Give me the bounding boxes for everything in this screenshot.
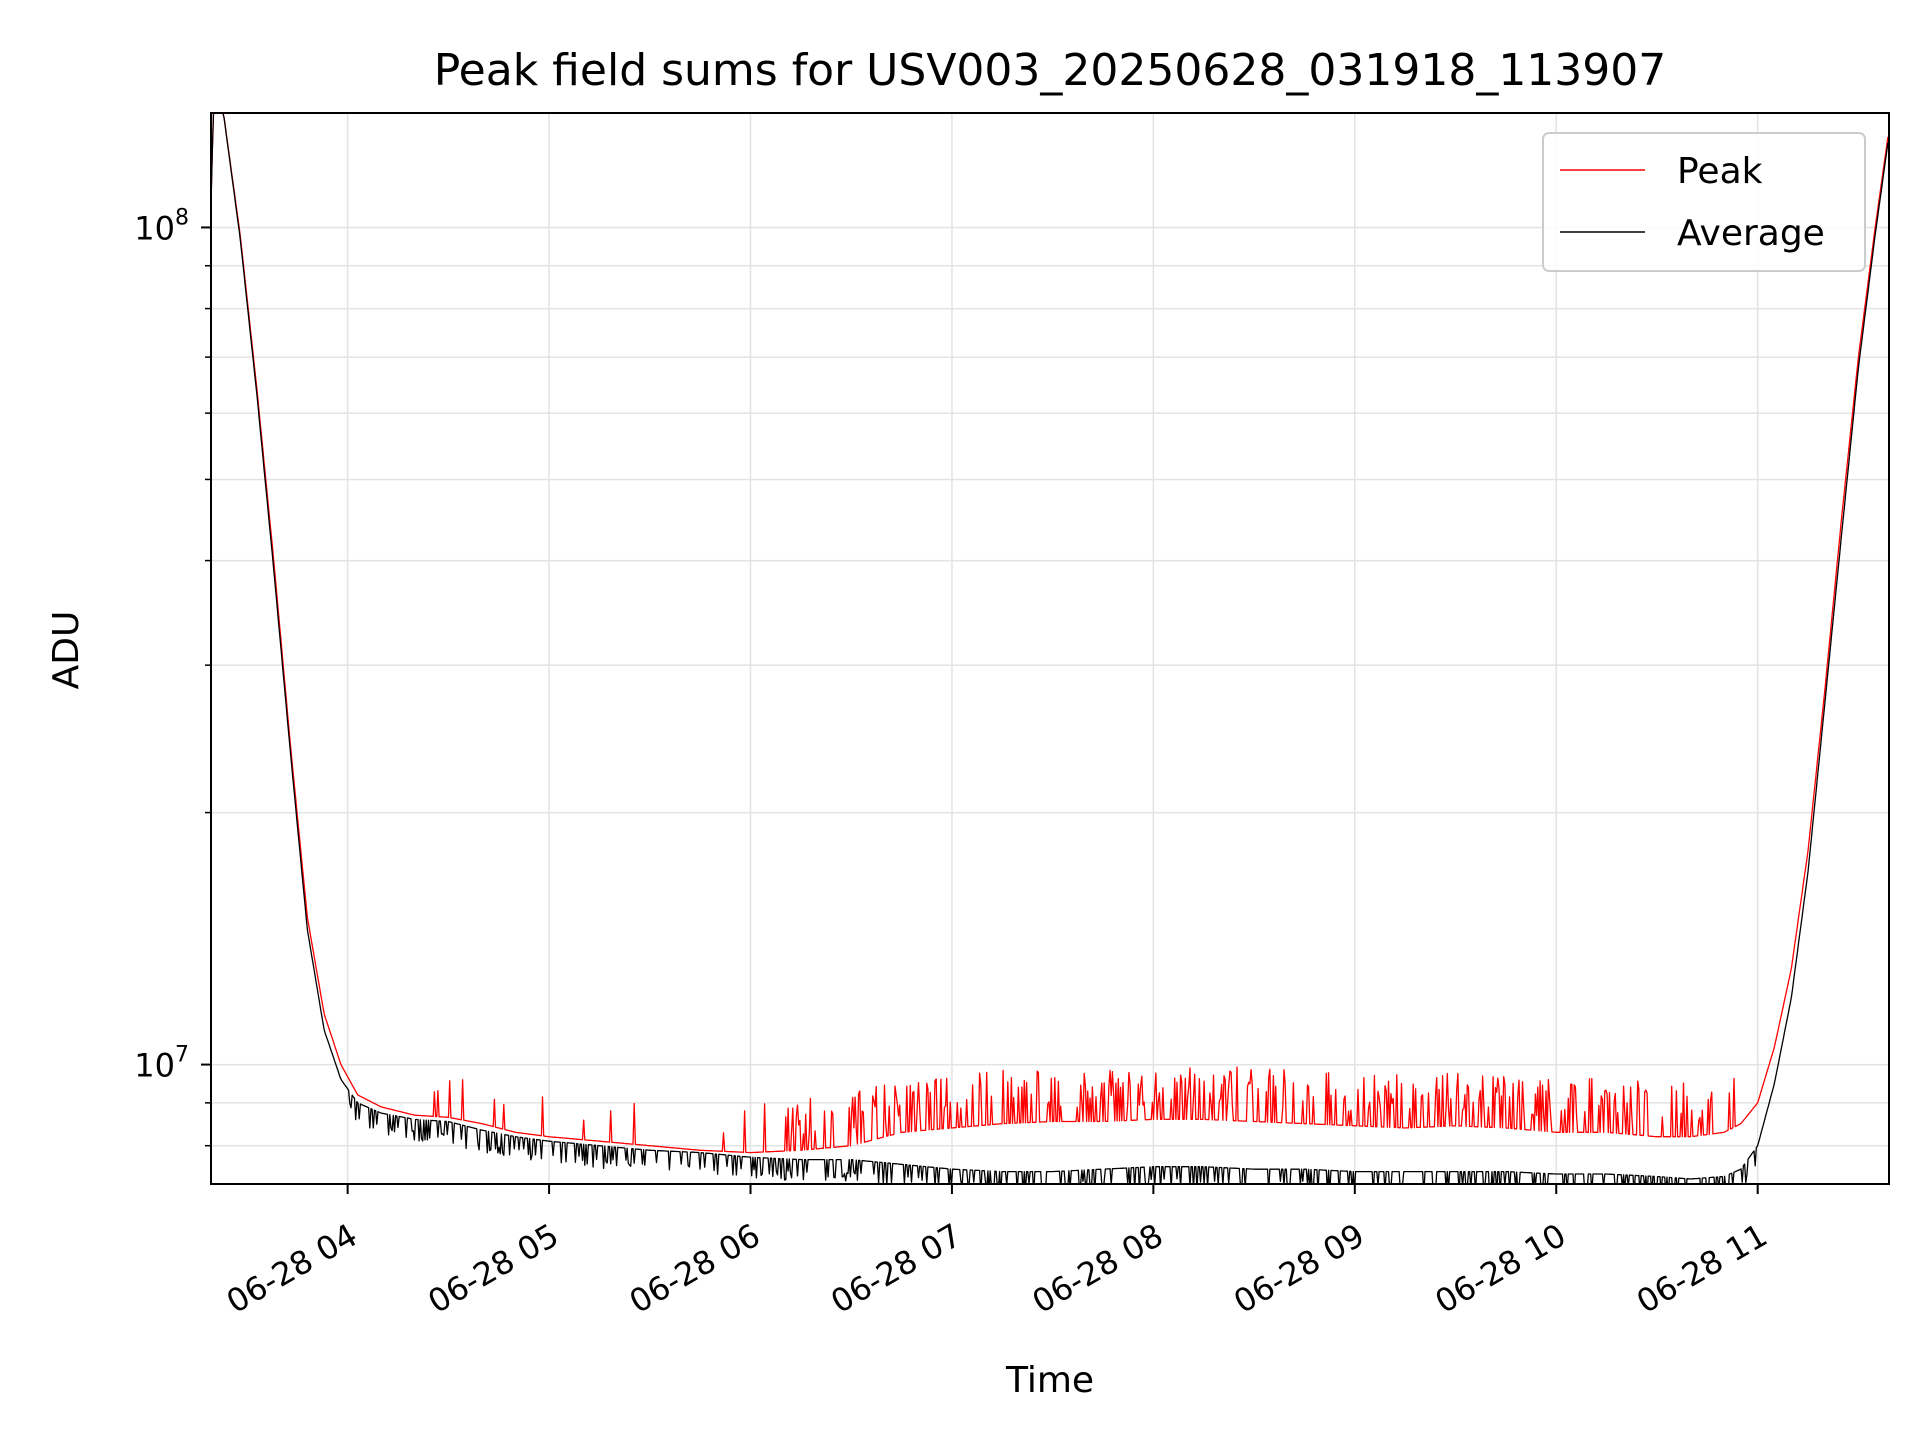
series-line-peak — [211, 113, 1889, 1154]
series-layer — [211, 113, 1889, 1184]
legend: Peak Average — [1542, 132, 1866, 272]
legend-box — [1542, 132, 1866, 272]
legend-label-peak: Peak — [1677, 151, 1763, 192]
plot-frame — [210, 112, 1890, 1185]
y-tick-label: 107 — [134, 1043, 189, 1085]
x-axis-label: Time — [1005, 1360, 1094, 1401]
legend-label-average: Average — [1677, 213, 1825, 254]
y-axis-label: ADU — [46, 611, 87, 690]
y-tick-label: 108 — [134, 205, 189, 247]
chart-title: Peak field sums for USV003_20250628_0319… — [434, 45, 1667, 96]
y-axis-ticks: 107 108 — [134, 205, 211, 1147]
series-line-average — [211, 113, 1889, 1184]
